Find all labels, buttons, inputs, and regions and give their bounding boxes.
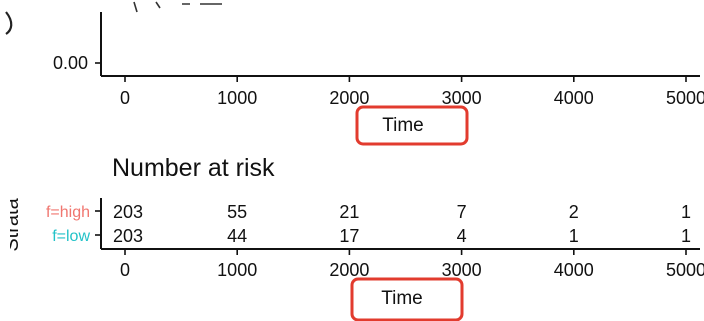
x-tick-label: 4000 [554,88,594,108]
risk-table-cell: 203 [113,202,143,222]
risk-table-cell: 44 [227,226,247,246]
clipped-ylabel-fragment [5,11,13,35]
risk-x-tick-label: 5000 [666,260,704,280]
strata-label: f=low [52,228,90,245]
xlabel-highlight-box [355,105,469,146]
y-tick-label: 0.00 [53,53,88,73]
x-tick-label: 1000 [217,88,257,108]
risk-table-cell: 1 [681,226,691,246]
survival-plot-panel: 0.00 0 1000 2000 3000 4000 5000 Time [5,1,704,146]
risk-x-tick-label: 2000 [329,260,369,280]
risk-x-tick-label: 3000 [442,260,482,280]
risk-x-tick-label: 0 [120,260,130,280]
risk-table-cell: 21 [339,202,359,222]
risk-x-axis-title: Time [381,288,423,309]
risk-table-cell: 7 [457,202,467,222]
risk-table-cell: 4 [457,226,467,246]
risk-table-cell: 55 [227,202,247,222]
risk-table-cell: 17 [339,226,359,246]
x-tick-label: 0 [120,88,130,108]
risk-x-tick-label: 1000 [217,260,257,280]
risk-table-cell: 1 [681,202,691,222]
x-tick-label: 5000 [666,88,704,108]
strata-label: f=high [46,204,90,221]
ylabel-clip-mask [0,180,10,260]
risk-table-cell: 203 [113,226,143,246]
risk-table-cell: 1 [569,226,579,246]
x-tick-label: 2000 [329,88,369,108]
risk-table-cell: 2 [569,202,579,222]
risk-xlabel-highlight-box [350,277,464,321]
risk-table-title: Number at risk [112,154,275,182]
clipped-legend-fragment [133,1,222,13]
risk-x-tick-label: 4000 [554,260,594,280]
x-axis-title: Time [382,115,424,136]
x-tick-label: 3000 [442,88,482,108]
